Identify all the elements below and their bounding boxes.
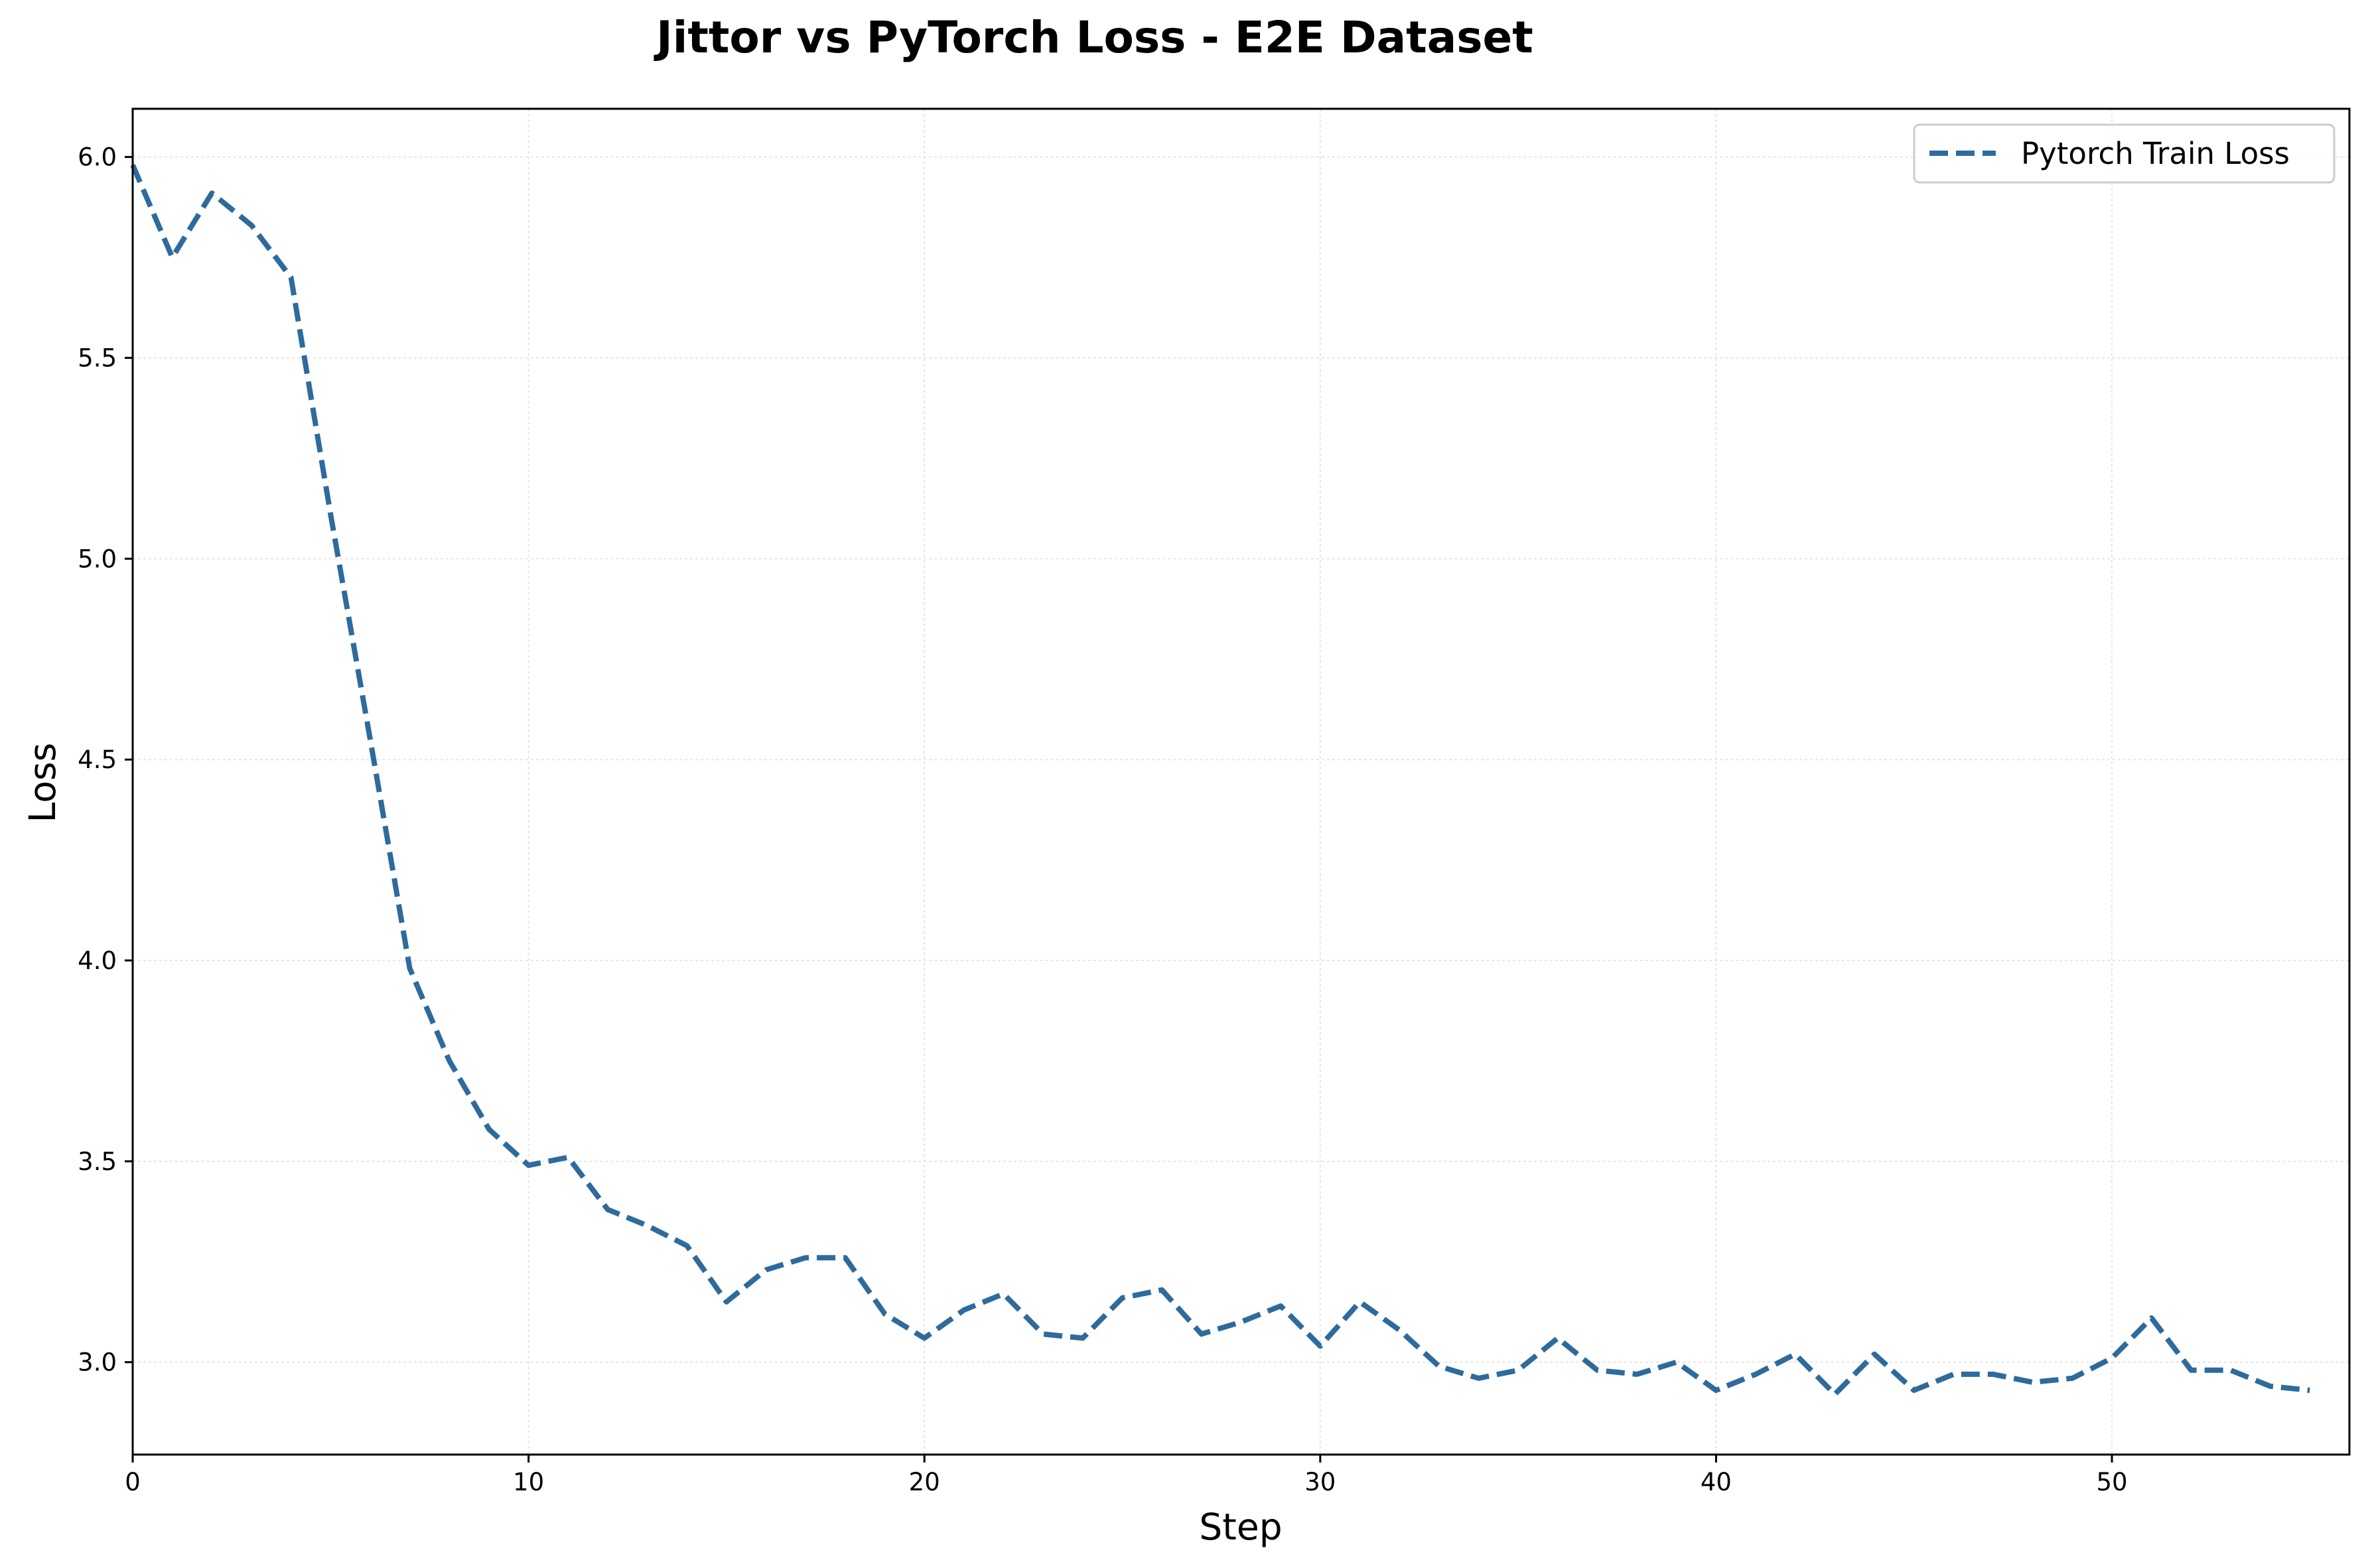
y-tick-label: 5.0 bbox=[78, 545, 117, 573]
y-tick-label: 3.5 bbox=[78, 1147, 117, 1176]
x-axis-label: Step bbox=[1199, 1506, 1282, 1548]
x-tick-label: 0 bbox=[125, 1468, 141, 1496]
legend-label: Pytorch Train Loss bbox=[2021, 136, 2290, 171]
legend: Pytorch Train Loss bbox=[1913, 123, 2335, 184]
x-tick-label: 40 bbox=[1701, 1468, 1732, 1496]
x-tick-label: 30 bbox=[1304, 1468, 1336, 1496]
x-tick-label: 50 bbox=[2096, 1468, 2127, 1496]
x-tick-label: 20 bbox=[909, 1468, 940, 1496]
y-tick-label: 4.5 bbox=[78, 746, 117, 774]
y-tick-label: 5.5 bbox=[78, 344, 117, 373]
y-axis-label: Loss bbox=[21, 743, 64, 823]
y-tick-label: 3.0 bbox=[78, 1348, 117, 1377]
x-tick-label: 10 bbox=[513, 1468, 544, 1496]
series-line-pytorch-train-loss bbox=[130, 164, 2310, 1398]
chart-title: Jittor vs PyTorch Loss - E2E Dataset bbox=[654, 12, 1533, 63]
plot-area-frame bbox=[131, 107, 2351, 1456]
gridlines bbox=[132, 109, 2349, 1455]
y-tick-label: 4.0 bbox=[78, 947, 117, 975]
y-tick-label: 6.0 bbox=[78, 143, 117, 172]
series-layer bbox=[130, 164, 2310, 1398]
axis-ticks: 0 10 20 30 40 50 3.0 3.5 4.0 4.5 5.0 5.5 6.0 bbox=[78, 143, 2127, 1496]
legend-box bbox=[1913, 123, 2335, 184]
